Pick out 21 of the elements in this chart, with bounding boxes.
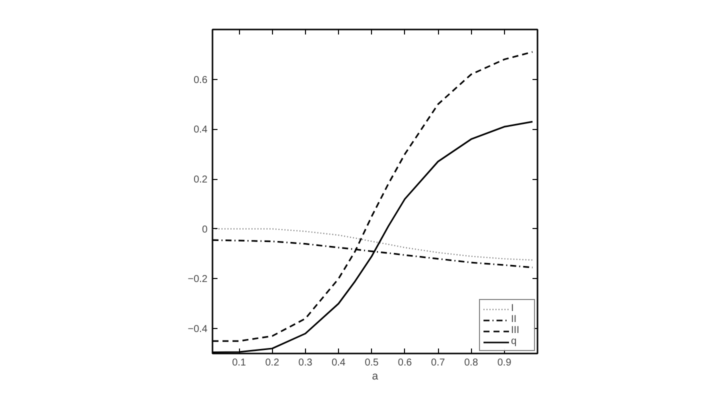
- y-tick-label: 0: [202, 224, 208, 236]
- y-tick-label: −0.4: [188, 324, 208, 336]
- y-tick-label: 0.6: [194, 74, 208, 86]
- legend-label: q: [511, 336, 518, 347]
- line-series: [212, 228, 534, 261]
- y-tick-label: 0.2: [194, 174, 208, 186]
- x-tick-label: 0.5: [364, 358, 380, 368]
- x-tick-label: 0.2: [265, 358, 280, 368]
- x-tick-label: 0.1: [232, 358, 246, 368]
- x-tick-label: 0.9: [497, 358, 512, 368]
- y-tick-label: −0.2: [188, 274, 208, 286]
- x-tick-label: 0.3: [298, 358, 313, 368]
- x-tick-label: 0.6: [398, 358, 412, 368]
- x-tick-label: 0.8: [464, 358, 479, 368]
- x-tick-label: 0.7: [431, 358, 446, 368]
- x-axis-title: a: [372, 370, 379, 382]
- legend-label: II: [511, 314, 518, 325]
- x-tick-label: 0.4: [332, 358, 346, 368]
- legend-label: I: [511, 303, 515, 314]
- y-tick-label: 0.4: [194, 124, 208, 136]
- legend-label: III: [511, 325, 520, 336]
